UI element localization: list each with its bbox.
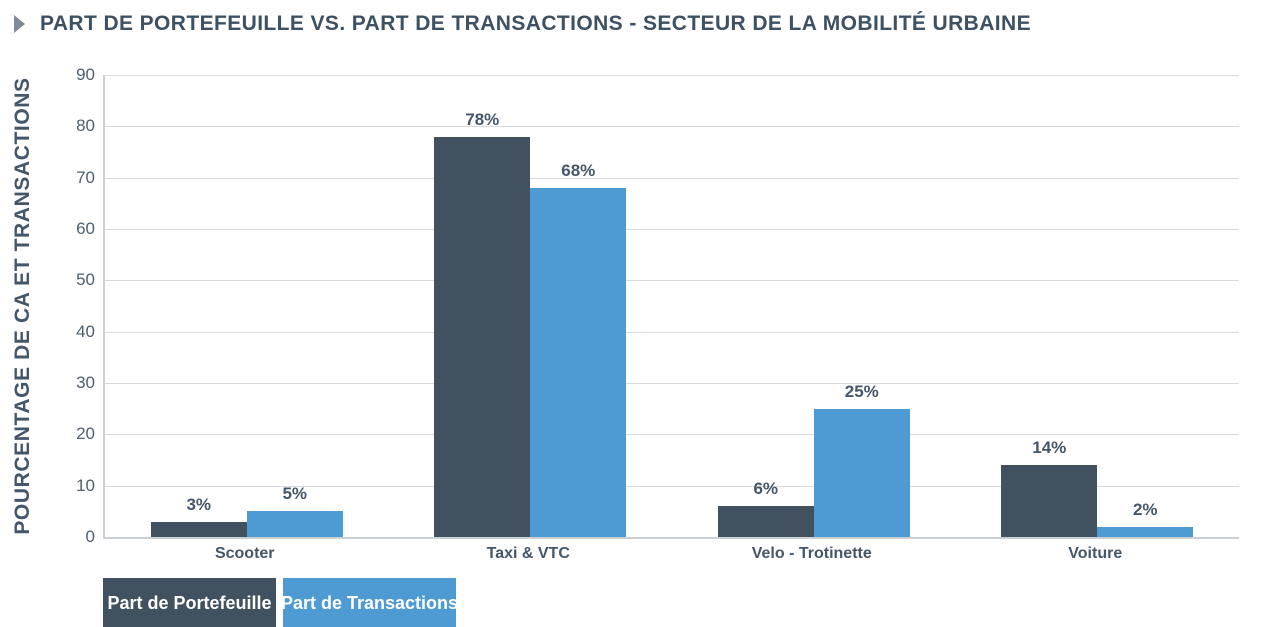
chart-legend: Part de Portefeuille Part de Transactions bbox=[103, 578, 458, 627]
triangle-right-icon bbox=[14, 15, 25, 33]
y-tick-30: 30 bbox=[76, 373, 95, 392]
value-label-part-de-transactions-voiture: 2% bbox=[1132, 499, 1158, 519]
y-tick-80: 80 bbox=[76, 116, 95, 136]
y-tick-60: 60 bbox=[76, 219, 95, 238]
value-label-part-de-transactions-taxi-vtc: 68% bbox=[561, 160, 596, 180]
bar-part-de-transactions-voiture bbox=[1097, 526, 1194, 537]
value-label-part-de-portefeuille-voiture: 14% bbox=[1032, 438, 1067, 458]
category-label-voiture: Voiture bbox=[1068, 545, 1123, 562]
y-tick-0: 0 bbox=[85, 527, 95, 546]
gridline-70 bbox=[105, 177, 1239, 179]
y-axis-title: POURCENTAGE DE CA ET TRANSACTIONS bbox=[11, 77, 34, 535]
y-tick-70: 70 bbox=[76, 167, 95, 187]
plot-area: 3% 5% 78% 68% 6% 25% 14% 2% bbox=[103, 75, 1239, 539]
gridline-10 bbox=[105, 485, 1239, 487]
gridline-20 bbox=[105, 434, 1239, 436]
gridline-30 bbox=[105, 383, 1239, 384]
chart-header: PART DE PORTEFEUILLE VS. PART DE TRANSAC… bbox=[14, 12, 1031, 36]
y-tick-40: 40 bbox=[76, 321, 95, 341]
y-tick-50: 50 bbox=[76, 270, 95, 290]
gridline-60 bbox=[105, 229, 1239, 230]
gridline-50 bbox=[105, 280, 1239, 282]
chart-title: PART DE PORTEFEUILLE VS. PART DE TRANSAC… bbox=[40, 12, 1032, 35]
legend-item-part-de-portefeuille: Part de Portefeuille bbox=[103, 578, 276, 627]
legend-item-part-de-transactions: Part de Transactions bbox=[281, 578, 458, 627]
category-label-scooter: Scooter bbox=[214, 545, 275, 562]
value-label-part-de-transactions-scooter: 5% bbox=[282, 484, 308, 504]
value-label-part-de-portefeuille-taxi-vtc: 78% bbox=[465, 109, 500, 129]
gridline-90 bbox=[105, 75, 1239, 76]
bar-part-de-transactions-velo-trotinette bbox=[813, 408, 910, 537]
y-tick-90: 90 bbox=[76, 65, 95, 84]
gridline-80 bbox=[105, 126, 1239, 128]
bar-part-de-portefeuille-taxi-vtc bbox=[434, 136, 531, 537]
value-label-part-de-portefeuille-scooter: 3% bbox=[186, 494, 212, 514]
category-label-taxi-vtc: Taxi & VTC bbox=[486, 545, 570, 562]
bar-part-de-portefeuille-scooter bbox=[150, 521, 247, 537]
y-tick-20: 20 bbox=[76, 424, 95, 444]
bar-part-de-transactions-scooter bbox=[246, 511, 343, 537]
value-label-part-de-transactions-velo-trotinette: 25% bbox=[844, 381, 879, 401]
y-tick-10: 10 bbox=[76, 475, 95, 495]
value-label-part-de-portefeuille-velo-trotinette: 6% bbox=[753, 479, 779, 499]
bar-part-de-portefeuille-voiture bbox=[1001, 465, 1098, 537]
gridline-40 bbox=[105, 331, 1239, 333]
bar-part-de-transactions-taxi-vtc bbox=[530, 187, 627, 537]
bar-part-de-portefeuille-velo-trotinette bbox=[717, 506, 814, 537]
category-label-velo-trotinette: Velo - Trotinette bbox=[751, 545, 872, 562]
